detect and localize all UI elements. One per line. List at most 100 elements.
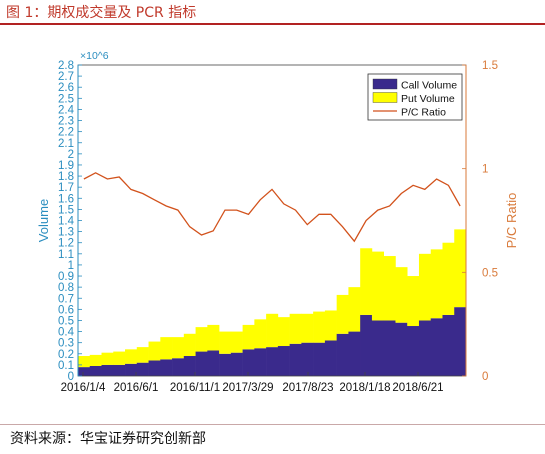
put-volume-bar [418,253,432,321]
put-volume-bar [183,333,196,357]
x-axis-tick-label: 2017/3/29 [222,382,273,394]
figure-title: 图 1：期权成交量及 PCR 指标 [6,5,197,21]
put-volume-bar [289,313,302,344]
put-volume-bar [371,251,384,321]
call-volume-bar [183,356,196,376]
left-axis-tick-label: 0.5 [58,315,74,327]
call-volume-bar [407,326,420,376]
put-volume-bar [125,349,138,364]
call-volume-bar [336,333,349,376]
call-volume-bar [125,363,138,376]
x-axis-tick-label: 2017/8/23 [282,382,333,394]
put-volume-bar [395,267,408,323]
put-volume-bar [277,317,290,347]
left-axis-tick-label: 1.8 [58,171,74,183]
left-axis-exponent: ×10^6 [80,50,109,62]
left-axis-tick-label: 2.2 [58,127,74,139]
call-volume-bar [454,307,467,376]
right-axis-label: P/C Ratio [504,193,519,249]
call-volume-bar [230,352,243,376]
put-volume-bar [266,313,279,348]
put-volume-bar [172,337,185,359]
left-axis-tick-label: 2.3 [58,116,74,128]
call-volume-bar [266,347,279,376]
call-volume-bar [160,359,173,376]
call-volume-bar [418,320,432,376]
left-axis-tick-label: 0.1 [58,360,74,372]
left-axis-tick-label: 0.3 [58,338,74,350]
call-volume-bar [89,366,102,376]
axes: 00.10.20.30.40.50.60.70.80.911.11.21.31.… [36,50,519,394]
put-volume-bar [407,276,420,327]
left-axis-tick-label: 2.4 [58,104,75,116]
call-volume-bar [101,364,114,376]
left-axis-tick-label: 0.7 [58,293,74,305]
left-axis-tick-label: 1.1 [58,249,74,261]
put-volume-bar [254,319,267,349]
call-volume-bar [430,318,443,376]
put-volume-bar [78,356,91,368]
source-note: 资料来源：华宝证券研究创新部 [10,431,206,447]
call-volume-bar [348,331,361,376]
call-volume-bar [148,360,161,376]
put-volume-bar [207,324,220,351]
call-volume-bar [395,322,408,376]
call-volume-bar [172,358,185,376]
right-axis-tick-label: 0 [482,371,488,383]
call-volume-bar [195,351,208,376]
put-volume-bar [348,287,361,332]
put-volume-bar [219,331,232,354]
left-axis-tick-label: 1.3 [58,227,74,239]
put-volume-bar [230,331,243,353]
left-axis-tick-label: 2.6 [58,82,74,94]
footer-rule [0,424,545,425]
put-volume-bar [160,337,173,360]
call-volume-bar [383,320,396,376]
legend-label: Call Volume [401,80,457,92]
put-volume-bar [101,352,114,365]
x-axis-tick-label: 2016/6/1 [114,382,159,394]
volume-bars [78,229,467,376]
pcr-line-layer [83,172,461,243]
left-axis-tick-label: 1.4 [58,216,75,228]
call-volume-bar [301,342,314,376]
call-volume-bar [78,367,91,376]
left-axis-tick-label: 0.6 [58,304,74,316]
x-axis-tick-label: 2016/11/1 [170,382,220,394]
call-volume-bar [442,314,455,376]
put-volume-bar [195,327,208,352]
call-volume-bar [113,364,126,376]
header-rule [0,23,545,25]
put-volume-bar [383,256,396,321]
put-volume-bar [442,242,455,315]
put-volume-bar [242,324,255,350]
call-volume-bar [254,348,267,376]
left-axis-tick-label: 2 [68,149,74,161]
legend-label: Put Volume [401,93,455,105]
call-volume-bar [242,349,255,376]
x-axis-tick-label: 2018/6/21 [392,382,443,394]
right-axis-tick-label: 1 [482,164,488,176]
call-volume-bar [360,314,373,376]
put-volume-bar [313,311,326,343]
left-axis-tick-label: 2.7 [58,71,74,83]
legend-swatch [372,78,398,90]
left-axis-tick-label: 2.1 [58,138,74,150]
left-axis-tick-label: 0.9 [58,271,74,283]
x-axis-tick-label: 2016/1/4 [61,382,106,394]
put-volume-bar [336,294,349,334]
legend-label: P/C Ratio [401,107,446,119]
pcr-line [83,172,461,243]
x-axis-tick-label: 2018/1/18 [339,382,390,394]
put-volume-bar [324,310,337,341]
left-axis-tick-label: 0.4 [58,327,75,339]
call-volume-bar [371,320,384,376]
call-volume-bar [277,346,290,376]
put-volume-bar [136,347,149,363]
left-axis-tick-label: 1.5 [58,204,74,216]
legend-swatch [372,92,398,103]
left-axis-tick-label: 1.6 [58,193,74,205]
right-axis-tick-label: 0.5 [482,267,498,279]
call-volume-bar [219,353,232,376]
